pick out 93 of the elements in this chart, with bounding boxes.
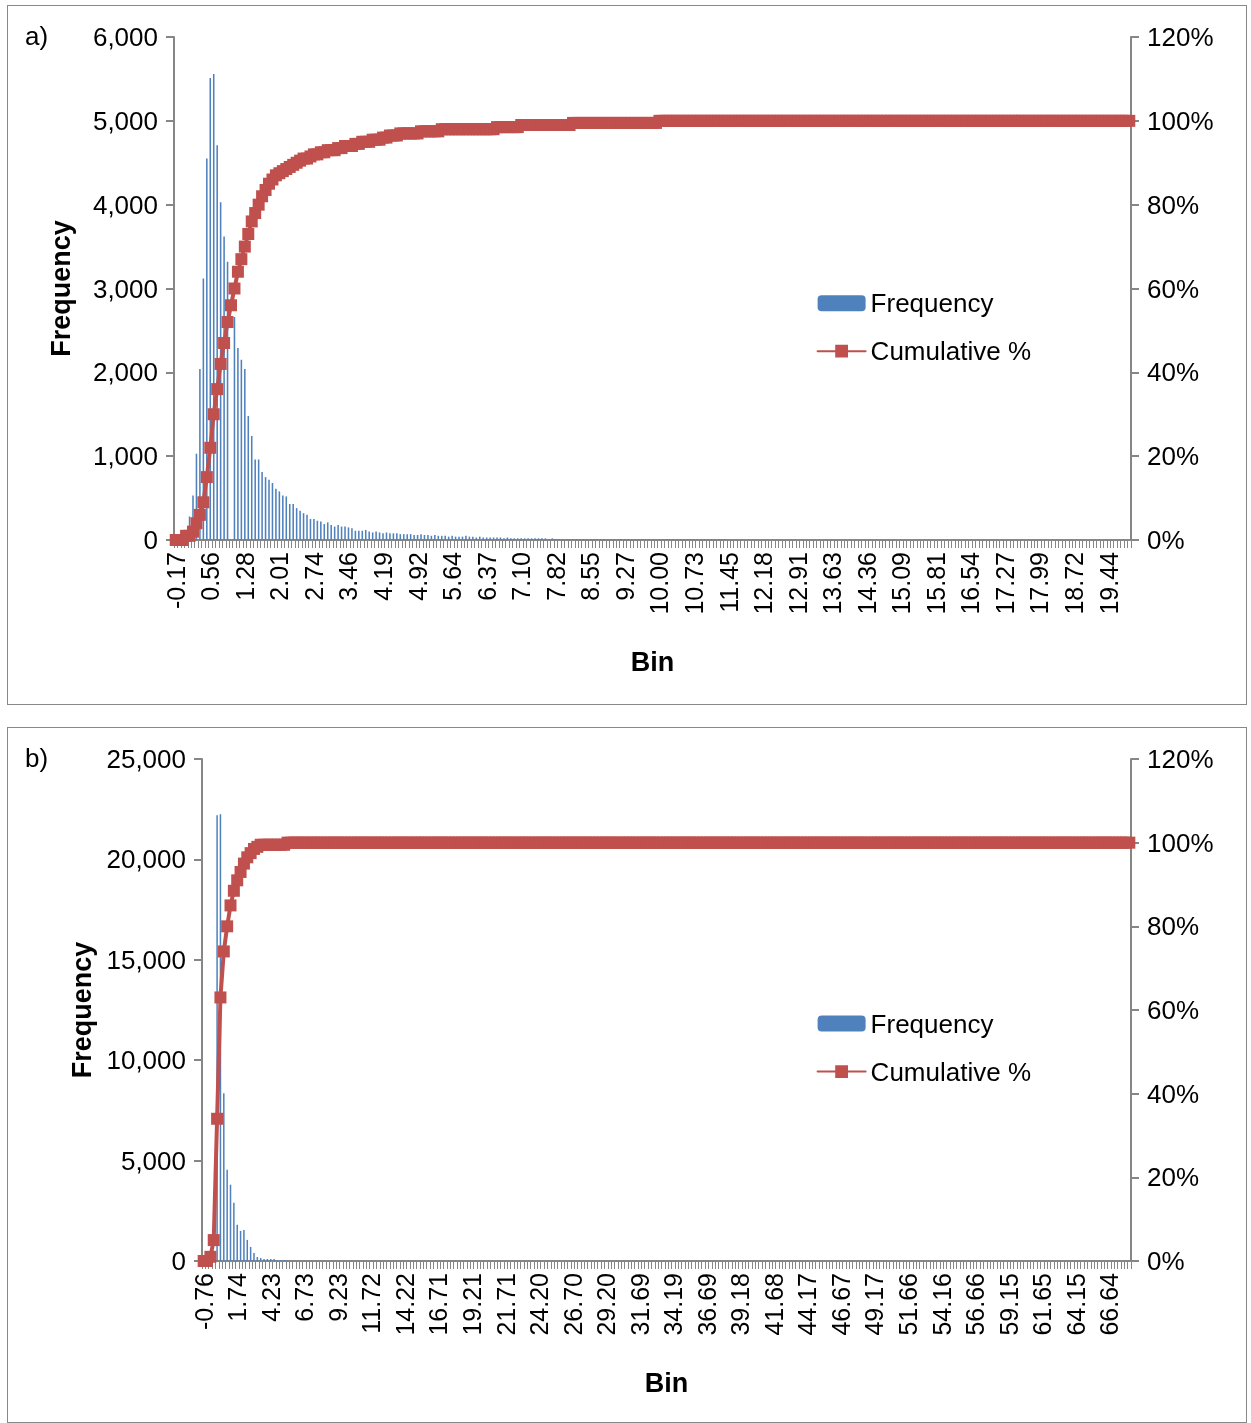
- x-tick-label: 4.23: [256, 1273, 285, 1322]
- y-tick-label: 0: [143, 525, 158, 555]
- x-tick-label: 13.63: [818, 552, 847, 615]
- y-tick-label: 2,000: [92, 357, 158, 388]
- x-tick-label: 21.71: [491, 1273, 520, 1336]
- x-tick-label: 66.64: [1095, 1272, 1124, 1336]
- x-tick-label: 4.92: [403, 552, 432, 601]
- x-tick-label: 11.45: [714, 552, 743, 613]
- y-axis-title: Frequency: [45, 220, 76, 357]
- y-tick-label: 5,000: [120, 1145, 186, 1176]
- x-tick-label: 12.18: [749, 552, 778, 615]
- y2-tick-label: 80%: [1147, 911, 1200, 942]
- x-tick-label: 24.20: [525, 1273, 554, 1336]
- x-tick-label: 64.15: [1061, 1273, 1090, 1336]
- y2-tick-label: 40%: [1147, 1078, 1200, 1109]
- x-tick-label: 2.74: [299, 551, 328, 601]
- x-tick-label: 46.67: [826, 1273, 855, 1336]
- x-tick-label: 4.19: [369, 552, 398, 601]
- x-axis-title: Bin: [630, 646, 675, 677]
- x-tick-label: 18.72: [1059, 552, 1088, 615]
- x-tick-label: 34.19: [659, 1273, 688, 1336]
- legend-label: Cumulative %: [870, 336, 1032, 367]
- y-tick-label: 5,000: [92, 105, 158, 136]
- x-tick-label: 6.73: [290, 1273, 319, 1322]
- x-tick-label: 10.73: [679, 552, 708, 615]
- x-tick-label: 9.27: [610, 552, 639, 601]
- x-tick-label: 7.82: [541, 552, 570, 601]
- x-tick-label: 39.18: [726, 1273, 755, 1336]
- y2-tick-label: 20%: [1147, 1162, 1200, 1193]
- y2-tick-label: 100%: [1147, 105, 1214, 136]
- x-tick-label: 41.68: [759, 1273, 788, 1336]
- x-tick-label: 31.69: [625, 1273, 654, 1336]
- y2-tick-label: 60%: [1147, 995, 1200, 1025]
- x-tick-label: 6.37: [472, 552, 501, 601]
- y-tick-label: 0: [171, 1246, 186, 1276]
- x-tick-label: 29.20: [592, 1273, 621, 1336]
- x-tick-label: -0.76: [189, 1273, 218, 1330]
- x-tick-label: 14.36: [852, 552, 881, 615]
- y-tick-label: 1,000: [92, 441, 158, 472]
- y2-tick-label: 0%: [1147, 1246, 1185, 1276]
- y-tick-label: 25,000: [106, 744, 186, 774]
- x-tick-label: 26.70: [558, 1273, 587, 1336]
- x-tick-label: 44.17: [793, 1273, 822, 1336]
- x-tick-label: 1.28: [230, 552, 259, 601]
- x-tick-label: 11.72: [357, 1273, 386, 1334]
- x-tick-label: 51.66: [893, 1273, 922, 1336]
- x-tick-label: 0.56: [196, 552, 225, 601]
- x-tick-label: 15.09: [887, 552, 916, 615]
- y-tick-label: 10,000: [106, 1045, 186, 1076]
- y-axis-title: Frequency: [67, 941, 98, 1079]
- x-tick-label: 1.74: [223, 1272, 252, 1322]
- y2-tick-label: 20%: [1147, 441, 1200, 472]
- x-tick-label: 7.10: [507, 552, 536, 601]
- y-tick-label: 4,000: [92, 189, 158, 220]
- x-tick-label: 54.16: [927, 1273, 956, 1336]
- y2-tick-label: 0%: [1147, 525, 1185, 555]
- y2-tick-label: 40%: [1147, 357, 1200, 388]
- x-tick-label: 19.21: [457, 1273, 486, 1336]
- x-tick-label: 59.15: [994, 1273, 1023, 1336]
- x-tick-label: 9.23: [323, 1273, 352, 1322]
- x-tick-label: 15.81: [921, 552, 950, 615]
- x-tick-label: 16.54: [956, 551, 985, 615]
- y2-tick-label: 120%: [1147, 744, 1214, 774]
- y-tick-label: 3,000: [92, 273, 158, 304]
- legend-label: Cumulative %: [870, 1056, 1032, 1087]
- x-tick-label: 12.91: [783, 552, 812, 615]
- x-tick-label: 8.55: [576, 552, 605, 601]
- y2-tick-label: 100%: [1147, 827, 1214, 858]
- x-tick-label: 19.44: [1094, 551, 1123, 615]
- y2-tick-label: 80%: [1147, 189, 1200, 220]
- legend-label: Frequency: [870, 1008, 994, 1039]
- x-tick-label: 14.22: [390, 1273, 419, 1336]
- legend-label: Frequency: [870, 288, 994, 319]
- x-tick-label: 36.69: [692, 1273, 721, 1336]
- y-tick-label: 6,000: [92, 22, 158, 52]
- x-tick-label: 56.66: [961, 1273, 990, 1336]
- x-tick-label: 17.99: [1025, 552, 1054, 615]
- y-tick-label: 20,000: [106, 844, 186, 875]
- x-tick-label: 5.64: [438, 551, 467, 601]
- chart-title: b): [25, 743, 49, 773]
- y2-tick-label: 120%: [1147, 22, 1214, 52]
- x-tick-label: 61.65: [1028, 1273, 1057, 1336]
- x-tick-label: -0.17: [161, 552, 190, 609]
- x-tick-label: 16.71: [424, 1273, 453, 1336]
- x-tick-label: 3.46: [334, 552, 363, 601]
- y-tick-label: 15,000: [106, 944, 186, 975]
- x-tick-label: 49.17: [860, 1273, 889, 1336]
- y2-tick-label: 60%: [1147, 273, 1200, 304]
- x-axis-title: Bin: [644, 1367, 689, 1398]
- chart-title: a): [25, 21, 49, 51]
- x-tick-label: 2.01: [265, 552, 294, 601]
- x-tick-label: 17.27: [990, 552, 1019, 615]
- x-tick-label: 10.00: [645, 552, 674, 615]
